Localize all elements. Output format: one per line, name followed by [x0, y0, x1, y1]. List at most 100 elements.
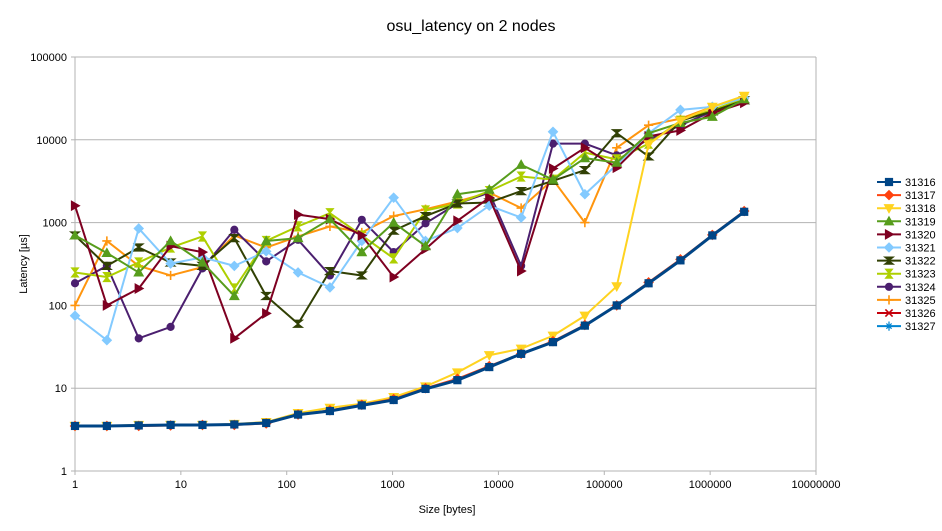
point-31316	[70, 421, 80, 431]
point-31321	[260, 246, 272, 257]
point-31319	[611, 157, 623, 167]
tick-labels: 1 10 100 1000 10000 100000 1 10 100 1000 10000 1000…	[30, 52, 840, 491]
legend-label: 31320	[905, 229, 936, 241]
point-31322	[578, 166, 591, 175]
point-31316	[676, 256, 685, 265]
point-31316	[262, 418, 271, 428]
point-31325	[70, 300, 80, 310]
point-31321	[579, 188, 591, 200]
point-31320	[198, 246, 209, 258]
legend-marker	[884, 282, 894, 291]
legend-item-31319: 31319	[877, 215, 936, 228]
point-31321	[165, 258, 176, 269]
point-31319	[69, 229, 81, 240]
point-31320	[230, 332, 240, 344]
legend-item-31320: 31320	[877, 228, 936, 241]
x-axis-label: Size [bytes]	[419, 504, 476, 516]
point-31322	[387, 226, 400, 235]
point-31322	[610, 129, 623, 138]
point-31316	[198, 420, 207, 430]
y-axis-label: Latency [µs]	[18, 234, 30, 294]
point-31322	[260, 291, 273, 301]
point-31320	[580, 142, 591, 154]
series-line-31322	[74, 99, 745, 325]
point-31319	[706, 111, 718, 121]
point-31316	[517, 349, 526, 358]
legend-label: 31327	[905, 321, 936, 333]
point-31319	[547, 174, 559, 184]
point-31319	[165, 235, 177, 246]
point-31324	[70, 279, 80, 288]
legend-marker	[883, 242, 895, 253]
point-31319	[260, 235, 272, 246]
point-31320	[357, 229, 368, 241]
point-31322	[451, 199, 464, 208]
legend-item-31323: 31323	[877, 268, 936, 281]
point-31319	[133, 266, 145, 277]
point-31318	[738, 91, 750, 102]
x-tick-label: 1	[72, 479, 78, 491]
point-31325	[325, 221, 335, 231]
series-31325	[70, 92, 749, 310]
legend-marker	[884, 295, 894, 305]
point-31322	[228, 233, 241, 243]
point-31323	[70, 267, 80, 278]
point-31319	[579, 152, 591, 163]
point-31319	[483, 184, 495, 194]
point-31321	[675, 104, 686, 116]
x-tick-label: 100000	[586, 479, 623, 491]
point-31319	[451, 188, 463, 199]
point-31319	[388, 216, 400, 227]
point-31320	[453, 215, 464, 227]
series-line-31319	[74, 98, 745, 297]
point-31324	[262, 257, 271, 266]
point-31316	[293, 410, 303, 419]
series-line-31320	[74, 101, 745, 340]
legend-item-31325: 31325	[877, 295, 936, 307]
point-31324	[357, 215, 366, 224]
y-tick-label: 1	[61, 466, 67, 478]
legend-item-31322: 31322	[877, 256, 936, 268]
point-31325	[165, 270, 176, 281]
legend-marker	[884, 177, 894, 187]
x-tick-label: 10000000	[792, 479, 841, 491]
point-31316	[740, 207, 749, 216]
point-31320	[134, 283, 145, 294]
point-31319	[643, 127, 655, 138]
legend-item-31321: 31321	[877, 242, 936, 255]
legend-label: 31325	[905, 295, 936, 307]
point-31316	[485, 362, 494, 372]
point-31321	[292, 267, 304, 278]
y-tick-label: 1000	[43, 218, 67, 230]
point-31316	[548, 338, 558, 347]
point-31322	[292, 319, 305, 328]
legend-marker	[884, 321, 894, 331]
point-31322	[355, 271, 368, 280]
point-31316	[389, 395, 398, 405]
point-31320	[389, 271, 400, 283]
point-31324	[421, 219, 430, 228]
point-31323	[293, 221, 303, 232]
point-31322	[100, 261, 113, 270]
legend-label: 31317	[905, 190, 936, 202]
point-31325	[612, 143, 622, 153]
point-31316	[453, 376, 462, 385]
point-31319	[101, 247, 113, 258]
point-31320	[293, 209, 304, 221]
point-31319	[420, 240, 431, 251]
point-31325	[580, 218, 590, 228]
point-31320	[676, 124, 687, 136]
point-31323	[516, 171, 526, 182]
legend-marker	[883, 204, 895, 214]
x-tick-label: 10	[175, 479, 187, 491]
x-tick-label: 1000	[380, 479, 404, 491]
point-31323	[389, 253, 399, 264]
legend-marker	[884, 268, 894, 279]
point-31324	[166, 322, 175, 331]
legend-marker	[883, 215, 895, 226]
point-31318	[611, 282, 623, 292]
legend-label: 31316	[905, 177, 936, 189]
legend-label: 31323	[905, 269, 936, 281]
